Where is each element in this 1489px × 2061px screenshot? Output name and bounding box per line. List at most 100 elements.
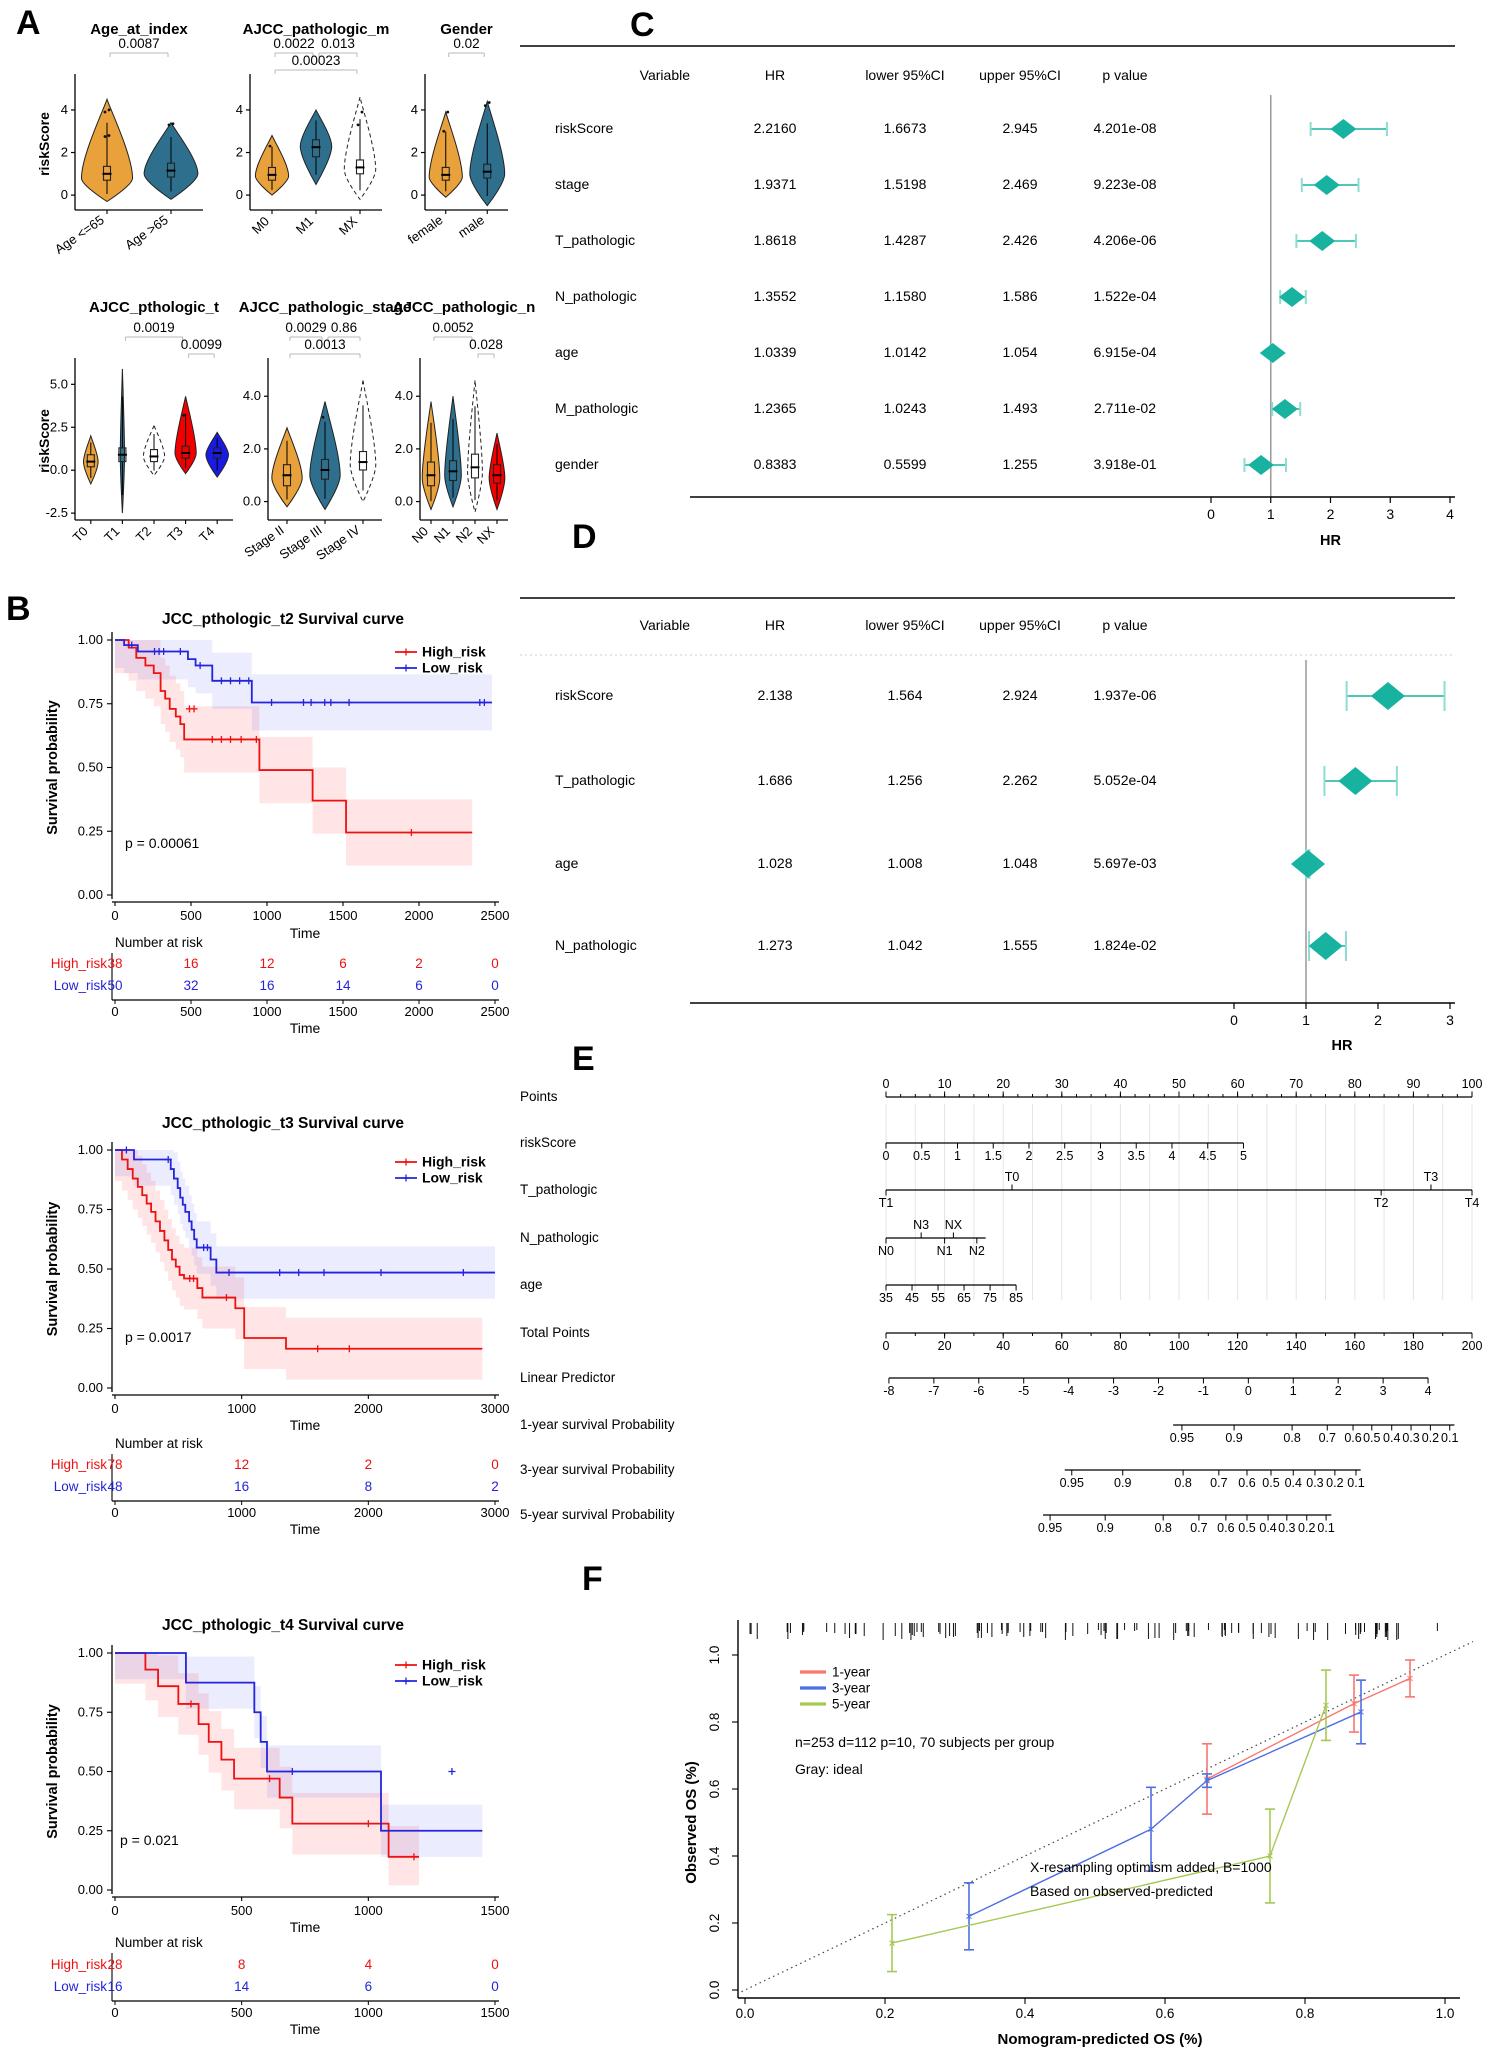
km-panel-2: JCC_pthologic_t4 Survival curve 0.00 0.25 0… <box>45 1617 509 2037</box>
svg-text:500: 500 <box>180 1004 202 1019</box>
svg-text:1.042: 1.042 <box>887 937 922 953</box>
svg-text:16: 16 <box>234 1479 249 1494</box>
svg-text:age: age <box>555 855 579 871</box>
svg-text:0.1: 0.1 <box>1347 1476 1364 1490</box>
svg-text:0: 0 <box>1245 1384 1252 1398</box>
svg-text:0.7: 0.7 <box>1190 1521 1207 1535</box>
svg-text:HR: HR <box>765 67 785 83</box>
svg-text:0.02: 0.02 <box>453 36 479 51</box>
svg-text:100: 100 <box>1462 1077 1483 1091</box>
svg-text:55: 55 <box>931 1291 945 1305</box>
svg-text:0.3: 0.3 <box>1402 1431 1419 1445</box>
svg-text:16: 16 <box>259 978 274 993</box>
svg-text:riskScore: riskScore <box>555 120 614 136</box>
svg-text:1500: 1500 <box>481 1903 510 1918</box>
svg-text:0.0: 0.0 <box>707 1981 722 2000</box>
svg-text:3-year: 3-year <box>832 1681 871 1696</box>
svg-text:0.5: 0.5 <box>1238 1521 1255 1535</box>
svg-text:1.4287: 1.4287 <box>884 232 927 248</box>
svg-text:1.00: 1.00 <box>78 1645 103 1660</box>
panel-label-a: A <box>16 4 41 42</box>
svg-text:0.9: 0.9 <box>1114 1476 1131 1490</box>
svg-text:500: 500 <box>231 2005 253 2020</box>
svg-text:Low_risk: Low_risk <box>422 1673 483 1689</box>
svg-text:0.25: 0.25 <box>78 1823 103 1838</box>
svg-text:Number at risk: Number at risk <box>115 935 203 950</box>
svg-text:High_risk: High_risk <box>422 1154 486 1170</box>
svg-text:4.201e-08: 4.201e-08 <box>1093 120 1156 136</box>
svg-text:2.945: 2.945 <box>1002 120 1037 136</box>
svg-text:1: 1 <box>1302 1012 1310 1028</box>
svg-text:0.75: 0.75 <box>78 1704 103 1719</box>
svg-text:0: 0 <box>491 1979 499 1994</box>
svg-text:0.4: 0.4 <box>1259 1521 1276 1535</box>
svg-text:Time: Time <box>290 1417 321 1433</box>
svg-text:AJCC_pathologic_stage: AJCC_pathologic_stage <box>239 299 412 316</box>
svg-text:14: 14 <box>335 978 351 993</box>
svg-text:lower 95%CI: lower 95%CI <box>865 67 944 83</box>
svg-text:T3: T3 <box>164 524 185 545</box>
svg-text:0.4: 0.4 <box>1285 1476 1302 1490</box>
svg-text:0.9: 0.9 <box>1096 1521 1113 1535</box>
svg-text:1500: 1500 <box>329 1004 358 1019</box>
svg-text:6: 6 <box>339 956 347 971</box>
svg-text:0.1: 0.1 <box>1441 1431 1458 1445</box>
svg-text:HR: HR <box>765 617 785 633</box>
svg-text:2.711e-02: 2.711e-02 <box>1094 400 1156 416</box>
svg-text:4.0: 4.0 <box>243 388 261 403</box>
svg-text:High_risk: High_risk <box>51 1457 108 1472</box>
svg-text:1.00: 1.00 <box>78 632 103 647</box>
svg-text:0.4: 0.4 <box>707 1846 722 1865</box>
svg-text:0.00: 0.00 <box>78 1380 103 1395</box>
svg-text:Low_risk: Low_risk <box>54 1979 108 1994</box>
svg-text:0.6: 0.6 <box>1156 2006 1175 2021</box>
svg-text:lower 95%CI: lower 95%CI <box>865 617 944 633</box>
svg-text:0.0087: 0.0087 <box>118 36 159 51</box>
svg-text:140: 140 <box>1286 1339 1307 1353</box>
svg-text:2.138: 2.138 <box>757 687 792 703</box>
svg-text:Age <=65: Age <=65 <box>52 212 107 257</box>
svg-text:0.2: 0.2 <box>707 1914 722 1933</box>
svg-text:T_pathologic: T_pathologic <box>520 1182 598 1197</box>
svg-text:male: male <box>455 212 487 240</box>
svg-text:N0: N0 <box>409 524 431 546</box>
svg-text:1.522e-04: 1.522e-04 <box>1093 288 1156 304</box>
svg-text:4: 4 <box>365 1957 373 1972</box>
svg-text:N_pathologic: N_pathologic <box>555 288 637 304</box>
svg-text:9.223e-08: 9.223e-08 <box>1093 176 1156 192</box>
svg-text:-7: -7 <box>928 1384 939 1398</box>
svg-text:upper 95%CI: upper 95%CI <box>979 617 1061 633</box>
svg-text:0.7: 0.7 <box>1210 1476 1227 1490</box>
svg-text:20: 20 <box>996 1077 1010 1091</box>
svg-text:0.0052: 0.0052 <box>432 320 473 335</box>
svg-text:1.3552: 1.3552 <box>754 288 797 304</box>
svg-text:1-year: 1-year <box>832 1665 871 1680</box>
svg-text:0.5: 0.5 <box>913 1149 930 1163</box>
svg-text:1.028: 1.028 <box>757 855 792 871</box>
svg-text:p = 0.0017: p = 0.0017 <box>125 1329 192 1345</box>
svg-text:2.469: 2.469 <box>1002 176 1037 192</box>
svg-text:38: 38 <box>107 956 122 971</box>
svg-text:1: 1 <box>954 1149 961 1163</box>
svg-text:0.8383: 0.8383 <box>754 456 797 472</box>
svg-text:0: 0 <box>1230 1012 1238 1028</box>
svg-text:28: 28 <box>107 1957 122 1972</box>
svg-text:8: 8 <box>238 1957 246 1972</box>
svg-text:n=253 d=112 p=10, 70 subjects: n=253 d=112 p=10, 70 subjects per group <box>795 1734 1055 1750</box>
svg-text:3000: 3000 <box>481 1401 510 1416</box>
svg-text:Points: Points <box>520 1089 558 1104</box>
svg-text:0.75: 0.75 <box>78 1202 103 1217</box>
svg-text:5.697e-03: 5.697e-03 <box>1093 855 1156 871</box>
svg-text:120: 120 <box>1227 1339 1248 1353</box>
svg-text:2: 2 <box>1335 1384 1342 1398</box>
svg-text:Age_at_index: Age_at_index <box>90 21 188 38</box>
svg-text:0: 0 <box>1207 506 1215 522</box>
svg-text:50: 50 <box>107 978 122 993</box>
svg-text:0.5: 0.5 <box>1363 1431 1380 1445</box>
svg-text:3-year survival Probability: 3-year survival Probability <box>520 1462 675 1477</box>
svg-text:1.00: 1.00 <box>78 1142 103 1157</box>
km-panel-1: JCC_pthologic_t3 Survival curve 0.00 0.25 0… <box>45 1115 509 1537</box>
svg-text:0: 0 <box>111 1401 118 1416</box>
svg-text:Low_risk: Low_risk <box>54 978 108 993</box>
